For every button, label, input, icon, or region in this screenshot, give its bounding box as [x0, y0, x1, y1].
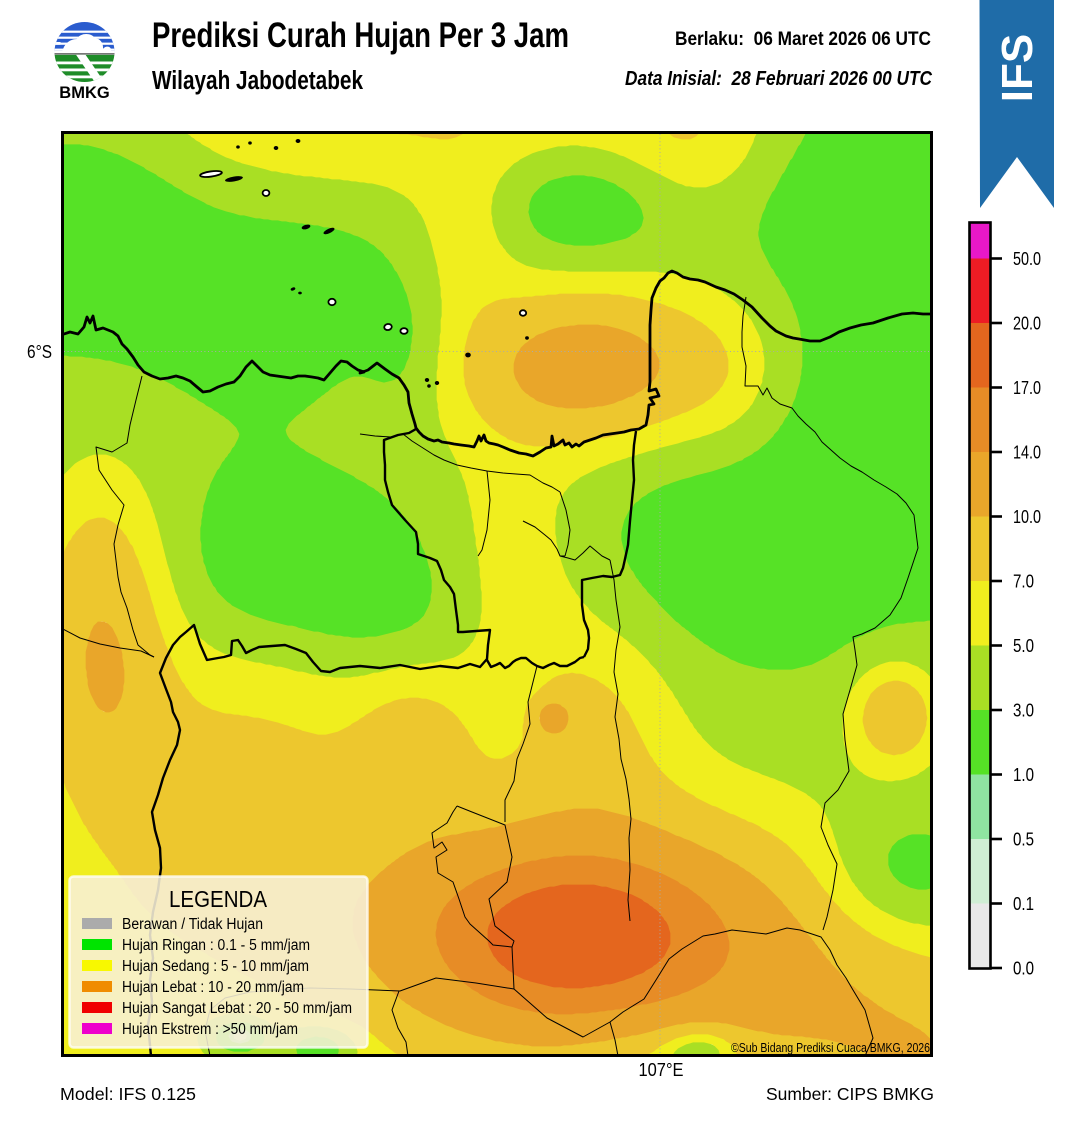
svg-text:BMKG: BMKG: [59, 84, 109, 102]
svg-text:20.0: 20.0: [1013, 314, 1041, 334]
svg-text:0.0: 0.0: [1013, 959, 1034, 979]
svg-text:1.0: 1.0: [1013, 765, 1034, 785]
svg-text:Wilayah Jabodetabek: Wilayah Jabodetabek: [152, 67, 364, 95]
svg-text:Berlaku: 06 Maret 2026 06 UTC: Berlaku: 06 Maret 2026 06 UTC: [675, 28, 931, 50]
svg-text:3.0: 3.0: [1013, 701, 1034, 721]
svg-text:5.0: 5.0: [1013, 636, 1034, 656]
svg-text:Berawan / Tidak Hujan: Berawan / Tidak Hujan: [122, 916, 263, 933]
svg-text:Model: IFS 0.125: Model: IFS 0.125: [60, 1084, 196, 1104]
svg-text:10.0: 10.0: [1013, 507, 1041, 527]
svg-text:Hujan Ringan : 0.1 - 5 mm/jam: Hujan Ringan : 0.1 - 5 mm/jam: [122, 937, 310, 954]
svg-text:Hujan Sedang : 5 - 10 mm/jam: Hujan Sedang : 5 - 10 mm/jam: [122, 958, 309, 975]
svg-text:Hujan Ekstrem : >50 mm/jam: Hujan Ekstrem : >50 mm/jam: [122, 1021, 298, 1038]
svg-text:Hujan Sangat Lebat : 20 - 50 m: Hujan Sangat Lebat : 20 - 50 mm/jam: [122, 1000, 352, 1017]
svg-text:7.0: 7.0: [1013, 572, 1034, 592]
svg-text:107°E: 107°E: [639, 1060, 684, 1080]
svg-text:Prediksi Curah Hujan Per 3 Jam: Prediksi Curah Hujan Per 3 Jam: [152, 15, 569, 55]
svg-text:6°S: 6°S: [27, 342, 52, 362]
svg-text:Data Inisial: 28 Februari 202: Data Inisial: 28 Februari 2026 00 UTC: [625, 68, 932, 90]
svg-text:LEGENDA: LEGENDA: [169, 886, 268, 912]
svg-text:IFS: IFS: [993, 34, 1042, 102]
svg-text:14.0: 14.0: [1013, 443, 1041, 463]
svg-text:50.0: 50.0: [1013, 249, 1041, 269]
svg-text:0.1: 0.1: [1013, 894, 1034, 914]
svg-text:Hujan Lebat : 10 - 20 mm/jam: Hujan Lebat : 10 - 20 mm/jam: [122, 979, 304, 996]
svg-text:0.5: 0.5: [1013, 830, 1034, 850]
svg-text:17.0: 17.0: [1013, 378, 1041, 398]
svg-text:©Sub Bidang Prediksi Cuaca BMK: ©Sub Bidang Prediksi Cuaca BMKG, 2026: [731, 1041, 930, 1055]
svg-text:Sumber: CIPS BMKG: Sumber: CIPS BMKG: [766, 1084, 934, 1104]
